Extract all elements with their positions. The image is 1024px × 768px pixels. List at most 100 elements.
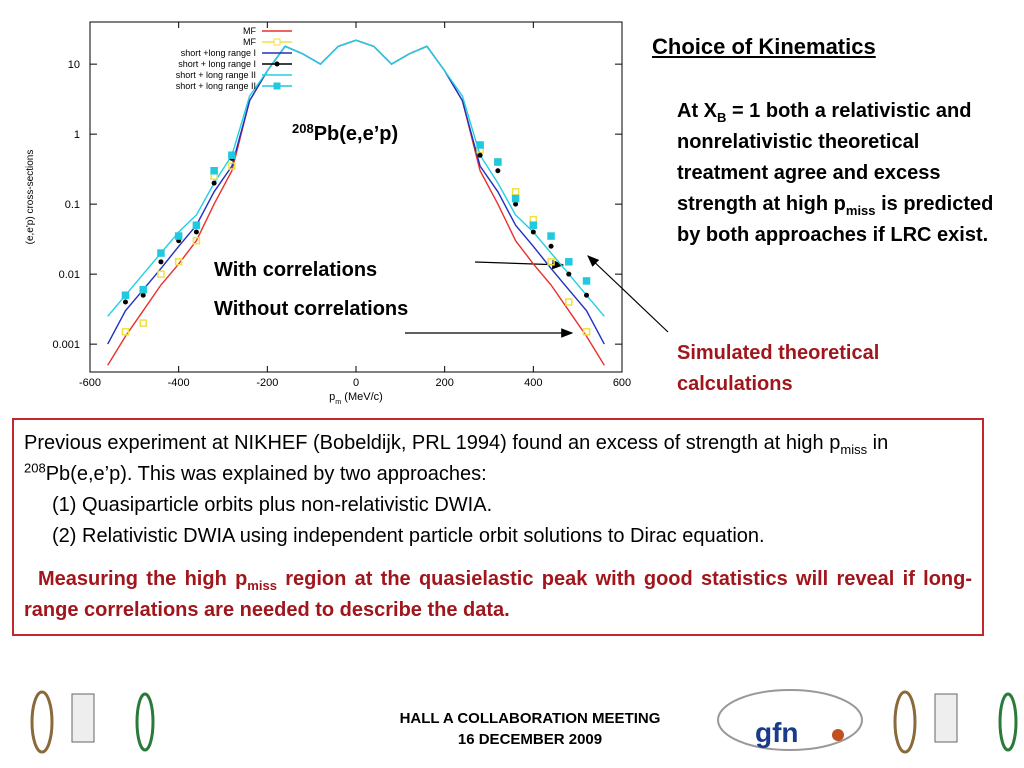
- x-tick-label: 0: [353, 377, 359, 389]
- logo: [998, 692, 1018, 752]
- side-note: Simulated theoretical calculations: [677, 342, 880, 395]
- annotation: With correlations: [214, 259, 377, 281]
- logo: [71, 693, 95, 743]
- text-run: p: [329, 391, 335, 403]
- footer-line: HALL A COLLABORATION MEETING: [399, 710, 661, 727]
- isotope-label: 208Pb(e,e’p): [292, 121, 398, 146]
- y-tick-label: 1: [74, 129, 80, 141]
- logo: [30, 690, 54, 754]
- data-point: [476, 141, 484, 149]
- legend-swatch: [274, 61, 280, 67]
- data-point: [530, 229, 536, 235]
- intro: Previous experiment at NIKHEF (Bobeldijk…: [24, 428, 982, 490]
- side-text: At XB = 1 both a relativistic and nonrel…: [677, 96, 997, 251]
- legend-label: short + long range II: [176, 81, 256, 91]
- series-line: [107, 39, 605, 317]
- subscript: m: [335, 398, 341, 406]
- data-point: [121, 291, 130, 299]
- text-run: Previous experiment at NIKHEF (Bobeldijk…: [24, 432, 841, 454]
- text-run: Pb(e,e’p): [314, 123, 398, 145]
- data-point: [122, 299, 128, 305]
- supscript: 208: [292, 121, 314, 136]
- text-run: region at the quasielastic peak with goo…: [24, 568, 972, 621]
- footer-line: 16 DECEMBER 2009: [457, 731, 603, 748]
- data-point: [584, 292, 590, 298]
- text-run: At X: [677, 100, 717, 122]
- data-point: [494, 158, 502, 166]
- y-tick-label: 0.1: [65, 199, 80, 211]
- data-point: [495, 168, 501, 174]
- legend-swatch: [273, 82, 281, 90]
- x-tick-label: -600: [79, 377, 101, 389]
- data-point: [211, 180, 217, 186]
- data-point: [174, 258, 183, 266]
- legend-swatch: [273, 38, 281, 46]
- y-tick-label: 0.01: [59, 269, 80, 281]
- subscript: miss: [247, 578, 277, 593]
- legend-label: short + long range II: [176, 70, 256, 80]
- chart: With correlations Without correlations -…: [25, 21, 669, 406]
- data-point: [140, 292, 146, 298]
- conclusion: Measuring the high pmiss region at the q…: [24, 564, 982, 626]
- x-tick-label: 600: [613, 377, 631, 389]
- text-run: (MeV/c): [341, 391, 383, 403]
- footer: HALL A COLLABORATION MEETING 16 DECEMBER…: [330, 708, 730, 750]
- data-point: [139, 319, 147, 327]
- data-point: [582, 277, 591, 285]
- subscript: B: [717, 110, 727, 125]
- data-point: [565, 258, 573, 266]
- text-run: = 1 both a relativistic and nonrelativis…: [677, 100, 972, 215]
- data-point: [174, 232, 183, 240]
- data-point: [228, 162, 236, 170]
- x-axis-label: pm (MeV/c): [329, 391, 383, 406]
- x-tick-label: -200: [256, 377, 278, 389]
- data-point: [139, 285, 147, 294]
- data-point: [511, 188, 520, 196]
- data-point: [529, 221, 538, 229]
- logo: [717, 689, 863, 751]
- data-point: [157, 249, 165, 257]
- data-point: [582, 328, 591, 336]
- subscript: miss: [845, 203, 876, 218]
- data-point: [158, 259, 164, 265]
- data-point: [548, 243, 554, 249]
- item: (2) Relativistic DWIA using independent …: [52, 525, 765, 547]
- data-point: [192, 236, 201, 245]
- data-point: [513, 201, 519, 207]
- logo: [934, 693, 958, 743]
- data-point: [157, 270, 165, 278]
- data-point: [228, 151, 236, 159]
- item: (1) Quasiparticle orbits plus non-relati…: [52, 494, 493, 516]
- heading: Choice of Kinematics: [652, 34, 876, 59]
- arrow: [587, 255, 669, 333]
- x-tick-label: 400: [524, 377, 542, 389]
- legend-label: MF: [243, 37, 256, 47]
- y-tick-label: 0.001: [52, 339, 80, 351]
- y-tick-label: 10: [68, 59, 80, 71]
- annotation: Without correlations: [214, 298, 408, 320]
- y-axis-label: (e,e'p) cross-sections: [25, 150, 36, 245]
- logos: gfn: [30, 689, 1018, 754]
- legend-label: short + long range I: [178, 59, 256, 69]
- logo: [832, 729, 844, 741]
- logo-text: gfn: [755, 717, 799, 748]
- text-box: Previous experiment at NIKHEF (Bobeldijk…: [12, 418, 984, 636]
- data-point: [547, 258, 555, 266]
- logo: [135, 692, 155, 752]
- data-point: [193, 229, 199, 235]
- data-point: [511, 194, 520, 203]
- x-tick-label: -400: [168, 377, 190, 389]
- x-tick-label: 200: [435, 377, 453, 389]
- logo: [893, 690, 917, 754]
- data-point: [192, 221, 201, 229]
- text-run: is predicted by both approaches if LRC e…: [677, 193, 994, 246]
- legend-label: MF: [243, 26, 256, 36]
- supscript: 208: [24, 460, 46, 476]
- data-point: [547, 232, 555, 240]
- text-run: Pb(e,e’p). This was explained by two app…: [45, 463, 487, 485]
- data-point: [565, 298, 573, 306]
- data-point: [121, 328, 130, 336]
- text-run: in: [867, 432, 889, 454]
- data-point: [566, 271, 572, 277]
- subscript: miss: [840, 442, 868, 457]
